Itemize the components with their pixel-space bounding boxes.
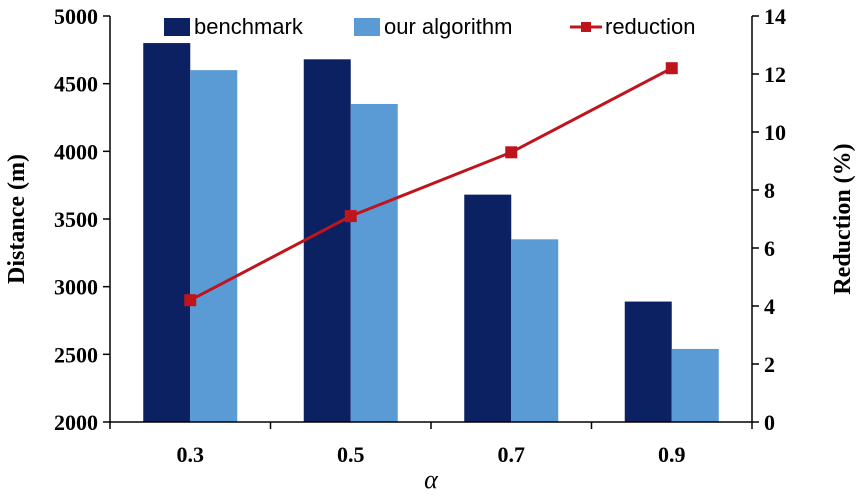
y2-tick-label: 10 [764, 120, 786, 145]
y2-axis-title: Reduction (%) [830, 143, 856, 294]
bar-benchmark-0.9 [624, 301, 672, 422]
legend-swatch-our-algorithm [354, 18, 380, 36]
reduction-line-group [184, 62, 678, 307]
bar-our-algorithm-0.9 [671, 348, 719, 422]
left-ticks-group: 2000 2500 3000 3500 4000 4500 5000 [54, 4, 110, 435]
bar-our-algorithm-0.7 [511, 239, 559, 422]
bar-benchmark-0.7 [464, 194, 512, 422]
bars-group [143, 43, 719, 423]
legend-swatch-benchmark [164, 18, 190, 36]
y2-tick-label: 12 [764, 62, 786, 87]
y-tick-label: 4000 [54, 139, 98, 164]
y-tick-label: 4500 [54, 72, 98, 97]
bar-benchmark-0.3 [143, 43, 191, 423]
y-tick-label: 5000 [54, 4, 98, 29]
legend-label-reduction: reduction [605, 14, 696, 39]
reduction-point-0.9 [665, 62, 678, 75]
y2-tick-label: 14 [764, 4, 786, 29]
y-tick-label: 2500 [54, 342, 98, 367]
y2-tick-label: 0 [764, 410, 775, 435]
y-tick-label: 2000 [54, 410, 98, 435]
reduction-line [189, 66, 673, 302]
right-ticks-group: 0 2 4 6 8 10 12 14 [752, 4, 786, 435]
y-tick-label: 3500 [54, 207, 98, 232]
y-tick-label: 3000 [54, 275, 98, 300]
x-tick-label: 0.5 [337, 442, 365, 467]
legend-marker-reduction [581, 22, 591, 32]
bar-our-algorithm-0.5 [350, 103, 398, 422]
bar-benchmark-0.5 [303, 59, 351, 422]
y2-tick-label: 4 [764, 294, 775, 319]
legend-label-benchmark: benchmark [194, 14, 304, 39]
legend: benchmark our algorithm reduction [164, 14, 696, 39]
y2-tick-label: 8 [764, 178, 775, 203]
x-axis-title: α [424, 465, 439, 494]
y-axis-title: Distance (m) [4, 154, 30, 284]
x-tick-label: 0.9 [658, 442, 686, 467]
y2-tick-label: 6 [764, 236, 775, 261]
x-tick-label: 0.3 [177, 442, 205, 467]
y2-tick-label: 2 [764, 352, 775, 377]
reduction-point-0.5 [344, 210, 357, 223]
reduction-point-0.3 [184, 294, 197, 307]
x-tick-label: 0.7 [498, 442, 526, 467]
bar-our-algorithm-0.3 [190, 70, 238, 422]
legend-label-our-algorithm: our algorithm [384, 14, 512, 39]
reduction-point-0.7 [505, 146, 518, 159]
x-ticks-group: 0.3 0.5 0.7 0.9 [109, 422, 753, 467]
